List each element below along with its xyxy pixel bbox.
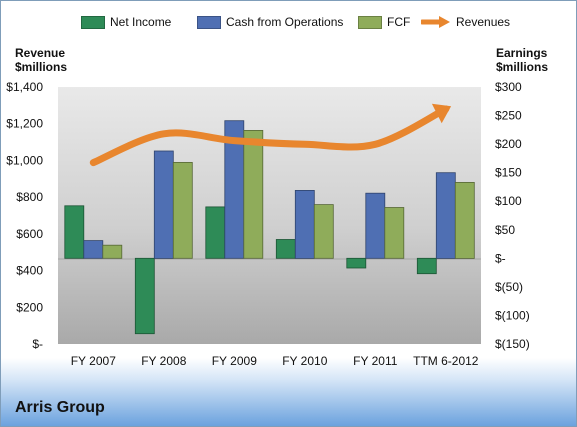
legend-item-cash-from-operations: Cash from Operations xyxy=(197,15,343,29)
bar-fcf-fy-2011 xyxy=(384,207,405,259)
bar-cash-from-operations-fy-2011 xyxy=(365,192,386,259)
legend-arrow-icon xyxy=(421,16,450,28)
left-tick-600: $600 xyxy=(16,227,43,241)
bar-cash-from-operations-fy-2008 xyxy=(153,150,174,259)
bar-cash-from-operations-ttm-6-2012 xyxy=(435,172,456,259)
bar-fcf-fy-2008 xyxy=(172,161,193,259)
left-tick-0: $- xyxy=(32,337,43,351)
bar-net-income-fy-2008 xyxy=(134,257,155,335)
right-axis-title-line1: Earnings xyxy=(496,46,548,60)
revenue-line-group xyxy=(89,103,452,167)
bar-net-income-fy-2009 xyxy=(205,206,226,259)
right-tick-150: $150 xyxy=(495,166,522,180)
chart-legend: Net Income Cash from Operations FCF Reve… xyxy=(71,15,576,35)
revenue-line-arrowhead xyxy=(431,103,452,124)
x-axis-ticks: FY 2007 FY 2008 FY 2009 FY 2010 FY 2011 TTM 6… xyxy=(71,354,479,368)
left-tick-1000: $1,000 xyxy=(6,153,43,167)
revenue-line xyxy=(89,105,450,167)
bars-group xyxy=(64,120,475,335)
legend-label-revenues: Revenues xyxy=(456,15,511,29)
right-axis-title-line2: $millions xyxy=(496,60,549,74)
bar-net-income-fy-2011 xyxy=(346,257,367,269)
bar-fcf-fy-2010 xyxy=(313,204,334,259)
x-tick-fy-2007: FY 2007 xyxy=(71,354,116,368)
right-axis-ticks: $(150) $(100) $(50) $- $50 $100 $150 $200 $250 $3… xyxy=(495,80,530,351)
legend-swatch-net-income xyxy=(81,15,105,29)
left-axis-title: Revenue $millions xyxy=(15,46,67,74)
bar-net-income-fy-2010 xyxy=(275,239,296,259)
left-tick-400: $400 xyxy=(16,264,43,278)
legend-swatch-cash-from-operations xyxy=(197,15,221,29)
bar-net-income-fy-2007 xyxy=(64,205,85,259)
x-tick-fy-2010: FY 2010 xyxy=(282,354,327,368)
left-axis-ticks: $- $200 $400 $600 $800 $1,000 $1,200 $1,400 xyxy=(6,80,43,351)
x-tick-fy-2011: FY 2011 xyxy=(353,354,398,368)
right-tick-300: $300 xyxy=(495,80,522,94)
legend-label-cash-from-operations: Cash from Operations xyxy=(226,15,344,29)
right-tick-200: $200 xyxy=(495,137,522,151)
legend-item-fcf: FCF xyxy=(358,15,410,29)
legend-label-net-income: Net Income xyxy=(110,15,172,29)
bar-cash-from-operations-fy-2007 xyxy=(83,240,104,259)
bar-net-income-ttm-6-2012 xyxy=(416,257,437,275)
left-axis-title-line1: Revenue xyxy=(15,46,66,60)
right-tick-100: $100 xyxy=(495,194,522,208)
bar-cash-from-operations-fy-2010 xyxy=(294,189,315,259)
left-axis-title-line2: $millions xyxy=(15,60,68,74)
x-tick-fy-2009: FY 2009 xyxy=(212,354,257,368)
right-tick-150: $(150) xyxy=(495,337,530,351)
x-tick-ttm-6-2012: TTM 6-2012 xyxy=(413,354,479,368)
right-tick-250: $250 xyxy=(495,109,522,123)
right-axis-title: Earnings $millions xyxy=(496,46,548,74)
right-tick-50: $(50) xyxy=(495,280,523,294)
bar-fcf-fy-2007 xyxy=(102,244,123,259)
left-tick-1200: $1,200 xyxy=(6,117,43,131)
bar-fcf-fy-2009 xyxy=(243,129,264,259)
left-tick-800: $800 xyxy=(16,190,43,204)
x-tick-fy-2008: FY 2008 xyxy=(141,354,186,368)
legend-item-revenues: Revenues xyxy=(421,15,510,29)
chart-title: Arris Group xyxy=(15,399,105,416)
left-tick-1400: $1,400 xyxy=(6,80,43,94)
legend-item-net-income: Net Income xyxy=(81,15,171,29)
bar-fcf-ttm-6-2012 xyxy=(454,181,475,259)
left-tick-200: $200 xyxy=(16,300,43,314)
legend-label-fcf: FCF xyxy=(387,15,411,29)
right-tick-0: $- xyxy=(495,251,506,265)
legend-swatch-fcf xyxy=(358,15,382,29)
right-tick-100: $(100) xyxy=(495,308,530,322)
right-tick-50: $50 xyxy=(495,223,515,237)
